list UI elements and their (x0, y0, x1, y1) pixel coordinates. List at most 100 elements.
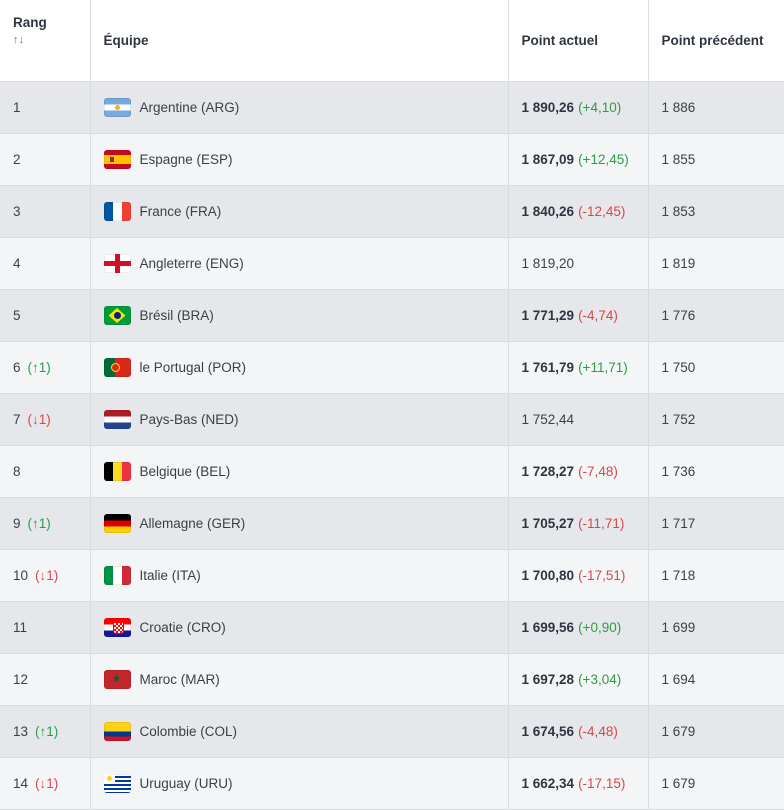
current-points-cell: 1 752,44 (508, 393, 649, 446)
brazil-flag-icon (103, 306, 131, 325)
rank-cell: 9 (↑1) (0, 497, 91, 550)
previous-points-cell: 1 694 (648, 653, 784, 706)
team-name: Belgique (BEL) (139, 464, 231, 479)
current-points-cell: 1 840,26 (-12,45) (508, 185, 649, 238)
rank-number: 12 (13, 672, 29, 687)
previous-points-cell: 1 718 (648, 549, 784, 602)
current-points-cell: 1 761,79 (+11,71) (508, 341, 649, 394)
table-row: 10 (↓1) Italie (ITA) 1 700,80 (-17,51) 1 718 (0, 549, 784, 602)
argentina-flag-icon (103, 98, 131, 117)
previous-points: 1 736 (661, 464, 696, 479)
points-change: (-17,15) (578, 776, 626, 791)
team-cell: Italie (ITA) (90, 549, 509, 602)
team-column-header: Équipe (90, 0, 509, 82)
table-row: 13 (↑1) Colombie (COL) 1 674,56 (-4,48) 1 679 (0, 705, 784, 758)
points-change: (-4,48) (578, 724, 618, 739)
rank-cell: 4 (0, 237, 91, 290)
team-name: Argentine (ARG) (139, 100, 240, 115)
points-change: (-7,48) (578, 464, 618, 479)
team-name: Angleterre (ENG) (139, 256, 244, 271)
current-points-cell: 1 705,27 (-11,71) (508, 497, 649, 550)
rank-change-up: (↑1) (27, 516, 51, 531)
rank-number: 2 (13, 152, 21, 167)
previous-points: 1 679 (661, 724, 696, 739)
table-row: 1 Argentine (ARG) 1 890,26 (+4,10) 1 886 (0, 81, 784, 134)
team-name: Pays-Bas (NED) (139, 412, 239, 427)
previous-points: 1 717 (661, 516, 696, 531)
previous-points: 1 718 (661, 568, 696, 583)
previous-points: 1 679 (661, 776, 696, 791)
team-name: Brésil (BRA) (139, 308, 214, 323)
current-points-column-header: Point actuel (508, 0, 649, 82)
rank-number: 9 (13, 516, 21, 531)
team-name: Italie (ITA) (139, 568, 201, 583)
previous-points-cell: 1 679 (648, 757, 784, 810)
rank-cell: 7 (↓1) (0, 393, 91, 446)
table-row: 6 (↑1) le Portugal (POR) 1 761,79 (+11,71) 1 … (0, 341, 784, 394)
points-change: (+3,04) (578, 672, 622, 687)
rank-number: 5 (13, 308, 21, 323)
current-points: 1 700,80 (521, 568, 575, 583)
current-points: 1 840,26 (521, 204, 575, 219)
team-name: Maroc (MAR) (139, 672, 220, 687)
table-row: 3 France (FRA) 1 840,26 (-12,45) 1 853 (0, 185, 784, 238)
previous-points: 1 819 (661, 256, 696, 271)
previous-points: 1 750 (661, 360, 696, 375)
table-row: 5 Brésil (BRA) 1 771,29 (-4,74) 1 776 (0, 289, 784, 342)
table-row: 12 Maroc (MAR) 1 697,28(+3,04) 1 694 (0, 653, 784, 706)
previous-points-cell: 1 855 (648, 133, 784, 186)
netherlands-flag-icon (103, 410, 131, 429)
rank-number: 3 (13, 204, 21, 219)
current-points-cell: 1 728,27 (-7,48) (508, 445, 649, 498)
rank-change-down: (↓1) (35, 568, 59, 583)
previous-points-cell: 1 886 (648, 81, 784, 134)
previous-points-cell: 1 699 (648, 601, 784, 654)
points-change: (-17,51) (578, 568, 626, 583)
points-change: (-12,45) (578, 204, 626, 219)
team-name: le Portugal (POR) (139, 360, 247, 375)
current-points: 1 728,27 (521, 464, 575, 479)
current-points-cell: 1 700,80 (-17,51) (508, 549, 649, 602)
germany-flag-icon (103, 514, 131, 533)
previous-points: 1 776 (661, 308, 696, 323)
current-points: 1 771,29 (521, 308, 575, 323)
croatia-flag-icon (103, 618, 131, 637)
team-cell: Pays-Bas (NED) (90, 393, 509, 446)
france-flag-icon (103, 202, 131, 221)
team-name: Allemagne (GER) (139, 516, 246, 531)
morocco-flag-icon (103, 670, 131, 689)
rank-cell: 1 (0, 81, 91, 134)
rank-number: 7 (13, 412, 21, 427)
rank-change-down: (↓1) (27, 412, 51, 427)
current-points-cell: 1 890,26 (+4,10) (508, 81, 649, 134)
team-cell: Uruguay (URU) (90, 757, 509, 810)
team-cell: Angleterre (ENG) (90, 237, 509, 290)
current-points-cell: 1 819,20 (508, 237, 649, 290)
belgium-flag-icon (103, 462, 131, 481)
table-row: 8 Belgique (BEL) 1 728,27 (-7,48) 1 736 (0, 445, 784, 498)
previous-points-cell: 1 736 (648, 445, 784, 498)
team-cell: Croatie (CRO) (90, 601, 509, 654)
current-points: 1 699,56 (521, 620, 575, 635)
previous-points-cell: 1 717 (648, 497, 784, 550)
rank-number: 8 (13, 464, 21, 479)
current-points-cell: 1 771,29 (-4,74) (508, 289, 649, 342)
team-cell: le Portugal (POR) (90, 341, 509, 394)
rank-cell: 12 (0, 653, 91, 706)
uruguay-flag-icon (103, 774, 131, 793)
rank-number: 4 (13, 256, 21, 271)
rank-cell: 2 (0, 133, 91, 186)
points-change: (+0,90) (578, 620, 622, 635)
spain-flag-icon (103, 150, 131, 169)
table-row: 2 Espagne (ESP) 1 867,09 (+12,45) 1 855 (0, 133, 784, 186)
sort-arrows-icon[interactable]: ↑↓ (13, 34, 24, 46)
previous-points-cell: 1 819 (648, 237, 784, 290)
previous-points: 1 699 (661, 620, 696, 635)
current-points: 1 761,79 (521, 360, 575, 375)
current-points: 1 674,56 (521, 724, 575, 739)
points-change: (+11,71) (578, 360, 628, 375)
rank-column-header[interactable]: Rang ↑↓ (0, 0, 91, 82)
rank-change-up: (↑1) (35, 724, 59, 739)
points-change: (+12,45) (578, 152, 629, 167)
previous-points-cell: 1 750 (648, 341, 784, 394)
